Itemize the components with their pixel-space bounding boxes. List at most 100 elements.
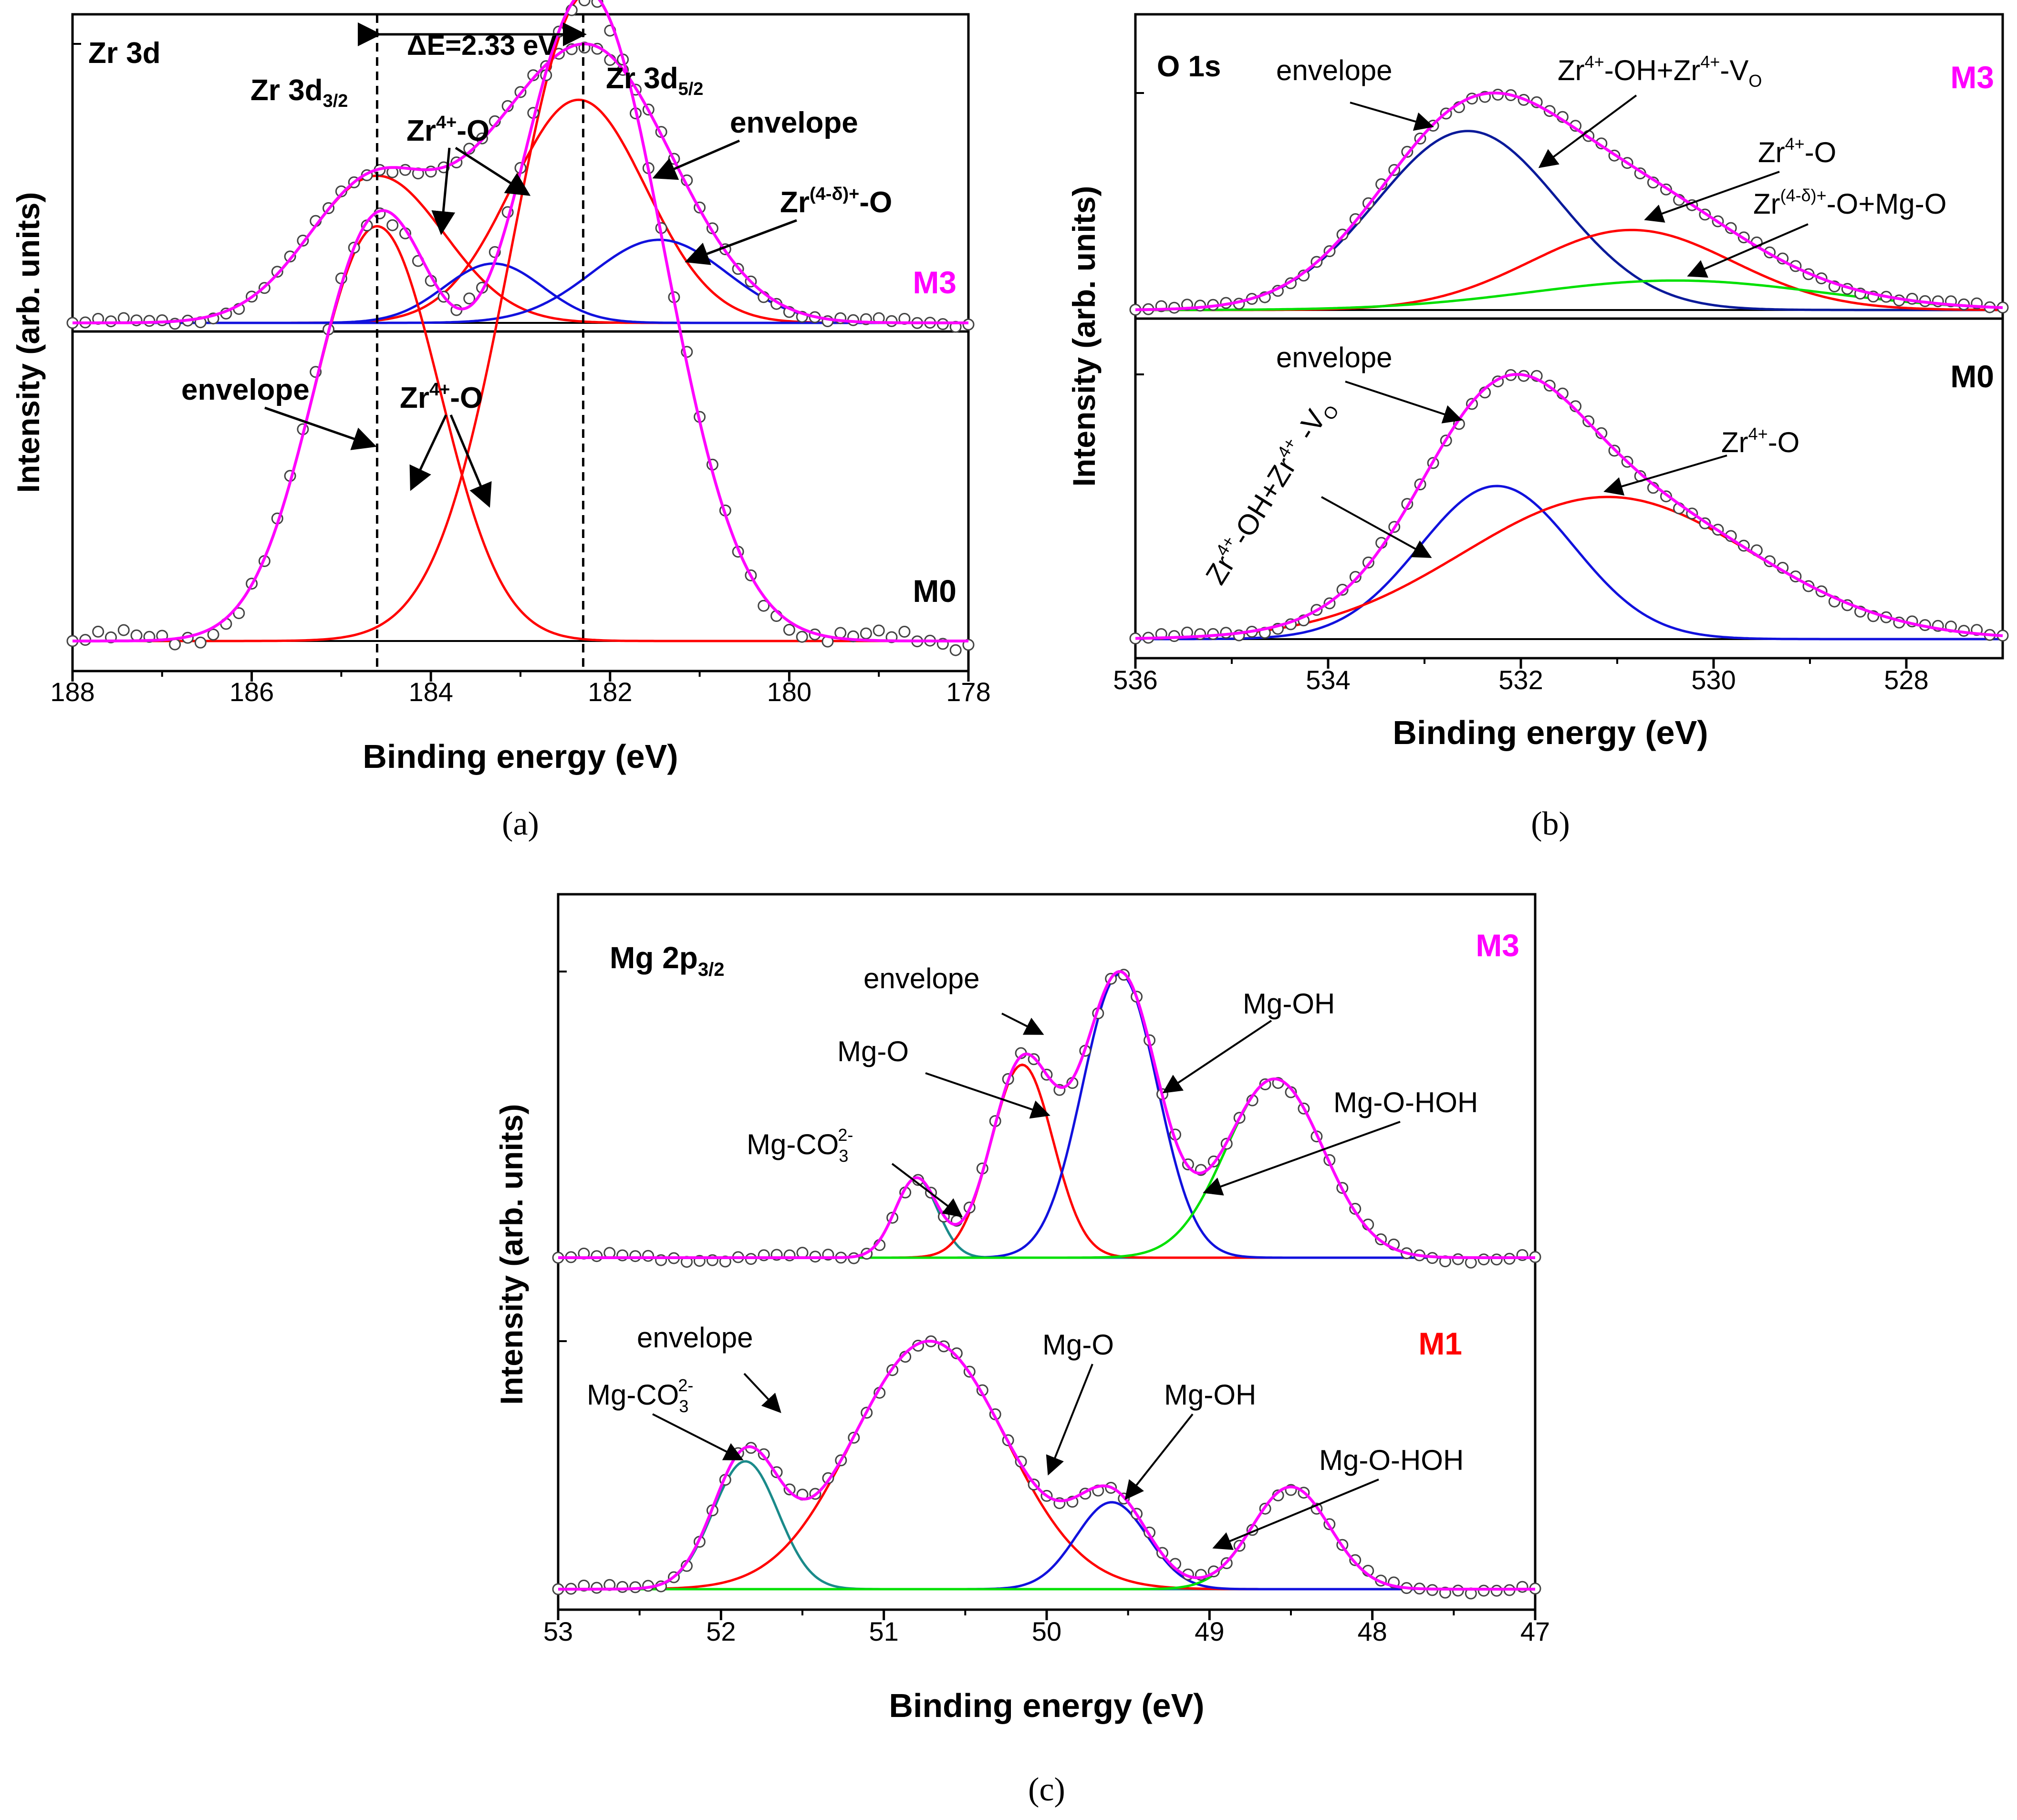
component-zr4-o-3d3-2- bbox=[73, 225, 968, 642]
data-point bbox=[105, 315, 117, 328]
label-a-M3: M3 bbox=[913, 265, 957, 300]
annot-arrow bbox=[455, 146, 531, 196]
data-point bbox=[1477, 1253, 1490, 1266]
x-tick-label: 528 bbox=[1884, 665, 1928, 695]
annot-a-m3-zr4o: Zr4+-O bbox=[406, 113, 489, 147]
annot-arrow bbox=[1203, 1121, 1401, 1196]
data-point bbox=[117, 624, 130, 636]
panel-b: 536 534 532 530 528 O 1s envelope Zr4+-OH+Zr… bbox=[1066, 13, 2009, 842]
annot-arrow bbox=[264, 406, 377, 450]
data-point bbox=[92, 625, 104, 638]
x-tick-label: 186 bbox=[229, 677, 274, 707]
panel-b-title: O 1s bbox=[1157, 50, 1221, 83]
annot-b-m3-envelope: envelope bbox=[1276, 54, 1393, 86]
annot-a-m3-zr4d: Zr(4-δ)+-O bbox=[780, 184, 892, 219]
annot-b-m0-zr4o: Zr4+-O bbox=[1721, 424, 1799, 458]
data-point bbox=[130, 629, 143, 641]
annot-arrow bbox=[1046, 1364, 1093, 1476]
annot-c-m1-envelope: envelope bbox=[637, 1322, 753, 1354]
annot-b-m3-zr4dmgo: Zr(4-δ)+-O+Mg-O bbox=[1753, 186, 1946, 220]
data-point bbox=[386, 219, 399, 231]
x-tick-label: 47 bbox=[1520, 1616, 1550, 1646]
x-tick-label: 534 bbox=[1306, 665, 1350, 695]
data-point bbox=[796, 631, 808, 643]
data-point bbox=[1194, 300, 1206, 312]
data-point bbox=[1595, 427, 1608, 439]
panel-b-x-ticks: 536 534 532 530 528 bbox=[1113, 658, 1929, 695]
annot-arrow bbox=[743, 1373, 781, 1413]
annot-c-m1-mgoh: Mg-OH bbox=[1164, 1379, 1256, 1411]
annot-arrow bbox=[431, 147, 456, 235]
annot-arrow bbox=[652, 139, 740, 180]
component-zr4-oh-zr4-vo bbox=[1135, 485, 2003, 641]
annot-arrow bbox=[1162, 1020, 1272, 1094]
annot-c-m3-mgohoh: Mg-O-HOH bbox=[1333, 1086, 1478, 1118]
panel-b-M3-plot bbox=[1129, 89, 2009, 316]
annot-arrow bbox=[1212, 1479, 1379, 1550]
data-point bbox=[194, 636, 207, 649]
component-zr4-oh-zr4-vo bbox=[1135, 130, 2003, 311]
data-point bbox=[1349, 571, 1362, 583]
annot-arrow bbox=[891, 1163, 963, 1218]
data-point bbox=[335, 185, 347, 197]
data-point bbox=[1490, 1253, 1503, 1266]
annot-c-m3-mgco3: Mg-CO32- bbox=[747, 1125, 853, 1166]
panel-b-caption: (b) bbox=[1531, 806, 1570, 842]
panel-a-caption: (a) bbox=[502, 806, 539, 842]
annot-arrow bbox=[1350, 102, 1434, 131]
annot-c-m3-mgo: Mg-O bbox=[837, 1035, 909, 1067]
envelope-curve bbox=[73, 42, 968, 324]
data-point bbox=[143, 315, 156, 327]
label-b-M0: M0 bbox=[1950, 359, 1994, 394]
panel-a-title: Zr 3d bbox=[88, 37, 161, 70]
label-c-M3: M3 bbox=[1476, 928, 1519, 963]
panel-c-title: Mg 2p3/2 bbox=[610, 941, 724, 980]
envelope-curve bbox=[73, 0, 968, 642]
panel-a-xlabel: Binding energy (eV) bbox=[363, 738, 678, 775]
annot-b-m0-envelope: envelope bbox=[1276, 341, 1393, 373]
panel-b-ylabel: Intensity (arb. units) bbox=[1066, 186, 1102, 487]
annot-arrow bbox=[1687, 223, 1809, 278]
x-tick-label: 180 bbox=[767, 677, 811, 707]
data-point bbox=[860, 627, 872, 640]
panel-c-frame bbox=[557, 893, 1537, 1611]
component-mg-oh bbox=[558, 1501, 1535, 1591]
annot-arrow bbox=[685, 219, 797, 265]
data-point bbox=[873, 624, 885, 637]
data-point bbox=[463, 292, 476, 305]
panel-c-M3-plot bbox=[552, 969, 1541, 1269]
panel-a-x-ticks: 188 186 184 182 180 178 bbox=[50, 671, 991, 707]
zr3d52-label: Zr 3d5/2 bbox=[606, 62, 703, 99]
envelope-curve bbox=[1135, 372, 2003, 640]
x-tick-label: 52 bbox=[706, 1616, 736, 1646]
panel-b-xlabel: Binding energy (eV) bbox=[1393, 714, 1708, 751]
envelope-curve bbox=[558, 1339, 1535, 1591]
data-point bbox=[169, 638, 181, 651]
panel-c: 53 52 51 50 49 48 47 Mg 2p3/2 envelope Mg-O Mg… bbox=[494, 893, 1550, 1808]
annot-b-m3-zr4o: Zr4+-O bbox=[1758, 134, 1836, 168]
annot-a-m3-envelope: envelope bbox=[730, 106, 858, 139]
x-tick-label: 50 bbox=[1032, 1616, 1061, 1646]
annot-c-m3-mgoh: Mg-OH bbox=[1243, 988, 1335, 1020]
label-c-M1: M1 bbox=[1418, 1326, 1462, 1361]
panel-b-frame bbox=[1134, 13, 2004, 660]
panel-a-ylabel: Intensity (arb. units) bbox=[10, 192, 46, 493]
panel-a-M0-plot bbox=[66, 0, 975, 656]
annot-a-m0-zr4o: Zr4+-O bbox=[400, 380, 483, 414]
annot-arrow bbox=[1345, 381, 1463, 424]
data-point bbox=[949, 644, 962, 656]
annot-arrow bbox=[1124, 1413, 1194, 1500]
annot-c-m1-mgohoh: Mg-O-HOH bbox=[1319, 1444, 1464, 1476]
label-a-M0: M0 bbox=[913, 573, 957, 609]
annot-arrow bbox=[409, 414, 447, 491]
panel-c-caption: (c) bbox=[1028, 1771, 1065, 1808]
annot-arrow bbox=[1644, 171, 1780, 223]
data-point bbox=[898, 626, 911, 638]
x-tick-label: 53 bbox=[543, 1616, 573, 1646]
data-point bbox=[783, 624, 795, 636]
panel-c-M1-plot bbox=[552, 1335, 1541, 1600]
x-tick-label: 532 bbox=[1498, 665, 1543, 695]
data-point bbox=[591, 1250, 603, 1262]
envelope-curve bbox=[558, 970, 1535, 1259]
